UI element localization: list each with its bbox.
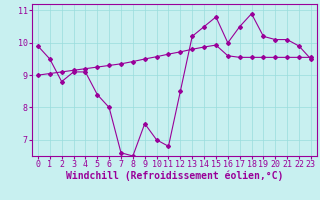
X-axis label: Windchill (Refroidissement éolien,°C): Windchill (Refroidissement éolien,°C) [66, 171, 283, 181]
